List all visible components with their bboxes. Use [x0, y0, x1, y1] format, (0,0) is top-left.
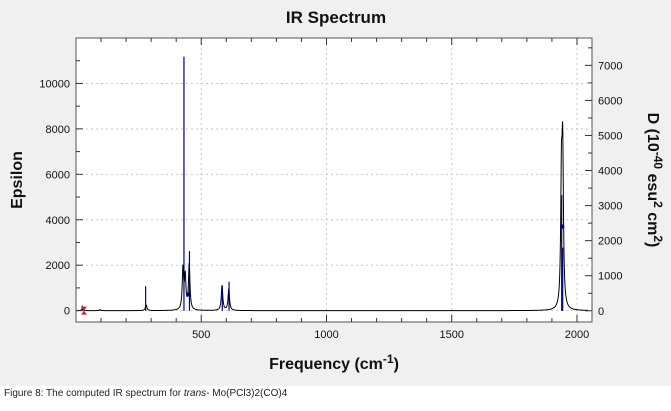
stick-marker [559, 224, 565, 229]
figure: IR Spectrum 500 1000 1500 2000 0 2000 4000 6000… [0, 0, 671, 386]
origin-marker [81, 306, 87, 315]
caption-suffix: - Mo(PCl3)2(CO)4 [206, 388, 288, 399]
y-tick-label-right: 4000 [598, 166, 622, 178]
y-tick-label-right: 6000 [598, 95, 622, 107]
caption-italic: trans [183, 388, 207, 399]
y-tick-label-right: 1000 [598, 271, 622, 283]
caption-prefix: Figure 8: The computed IR spectrum for [4, 388, 184, 399]
spectrum-line [76, 121, 589, 312]
x-tick-label: 2000 [565, 329, 589, 341]
y-tick-label-right: 2000 [598, 236, 622, 248]
stick-layer [81, 56, 564, 311]
plot-area [75, 37, 593, 323]
y-tick-label-left: 6000 [46, 169, 70, 181]
x-tick-label: 1000 [314, 329, 338, 341]
ir-spectrum-chart: IR Spectrum 500 1000 1500 2000 0 2000 4000 6000… [9, 8, 665, 373]
y-axis-label-right: D (10-40 esu2 cm2) [644, 113, 665, 248]
figure-caption: Figure 8: The computed IR spectrum for t… [4, 388, 287, 399]
y-tick-label-left: 8000 [46, 124, 70, 136]
stick-marker [186, 292, 191, 297]
chart-title: IR Spectrum [286, 8, 386, 27]
x-axis-label: Frequency (cm-1) [269, 352, 399, 373]
axis-layer: 500 1000 1500 2000 0 2000 4000 6000 8000 10000 0 10… [39, 38, 622, 341]
x-tick-label: 500 [192, 329, 210, 341]
marker-layer [81, 224, 565, 315]
y-tick-label-right: 3000 [598, 201, 622, 213]
y-tick-label-left: 2000 [46, 260, 70, 272]
y-axis-label-left: Epsilon [9, 151, 26, 209]
y-tick-label-right: 5000 [598, 130, 622, 142]
x-tick-label: 1500 [439, 329, 463, 341]
spectrum-layer [76, 121, 589, 312]
y-tick-label-right: 0 [598, 306, 604, 318]
y-tick-label-left: 0 [64, 306, 70, 318]
y-tick-label-right: 7000 [598, 60, 622, 72]
y-tick-label-left: 4000 [46, 215, 70, 227]
y-tick-label-left: 10000 [39, 78, 70, 90]
